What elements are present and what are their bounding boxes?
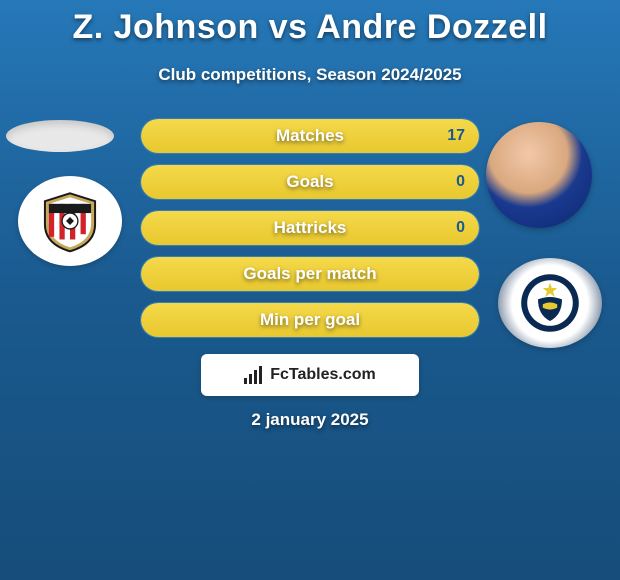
stat-bar-hattricks: Hattricks 0: [140, 210, 480, 246]
stats-bars: Matches 17 Goals 0 Hattricks 0 Goals per…: [140, 118, 480, 348]
bar-label: Matches: [276, 126, 344, 146]
bar-label: Hattricks: [274, 218, 347, 238]
watermark-badge: FcTables.com: [201, 354, 419, 396]
sunderland-crest-icon: [37, 188, 103, 254]
bar-value-right: 0: [456, 173, 465, 191]
stat-bar-min-per-goal: Min per goal: [140, 302, 480, 338]
bar-chart-icon: [244, 366, 264, 384]
comparison-title: Z. Johnson vs Andre Dozzell: [0, 0, 620, 47]
generation-date: 2 january 2025: [0, 410, 620, 430]
stat-bar-goals: Goals 0: [140, 164, 480, 200]
bar-label: Goals per match: [243, 264, 376, 284]
bar-label: Goals: [286, 172, 333, 192]
player-avatar-right: [486, 122, 592, 228]
stat-bar-matches: Matches 17: [140, 118, 480, 154]
bar-value-right: 17: [447, 127, 465, 145]
portsmouth-crest-icon: [520, 273, 580, 333]
bar-label: Min per goal: [260, 310, 360, 330]
player-avatar-left: [6, 120, 114, 152]
stat-bar-goals-per-match: Goals per match: [140, 256, 480, 292]
club-badge-right: [498, 258, 602, 348]
watermark-text: FcTables.com: [270, 366, 376, 384]
comparison-subtitle: Club competitions, Season 2024/2025: [0, 65, 620, 85]
bar-value-right: 0: [456, 219, 465, 237]
club-badge-left: [18, 176, 122, 266]
